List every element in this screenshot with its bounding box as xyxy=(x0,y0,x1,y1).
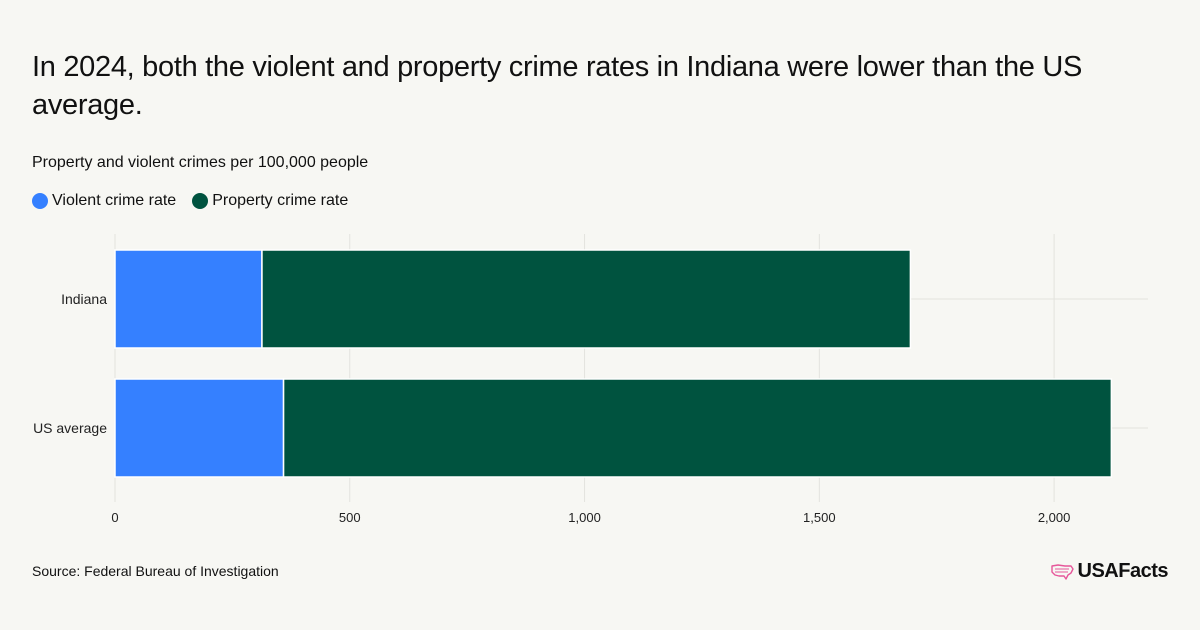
legend-label-violent: Violent crime rate xyxy=(52,192,177,209)
y-category-label: Indiana xyxy=(61,291,107,307)
legend-swatch-violent xyxy=(32,193,48,209)
x-tick-label: 1,000 xyxy=(568,510,601,525)
x-tick-label: 500 xyxy=(339,510,361,525)
x-tick-label: 2,000 xyxy=(1038,510,1071,525)
y-category-label: US average xyxy=(33,420,107,436)
bar-property-indiana xyxy=(261,249,912,349)
chart-legend: Violent crime rate Property crime rate xyxy=(32,192,364,210)
bar-violent-indiana xyxy=(114,249,263,349)
legend-swatch-property xyxy=(192,193,209,209)
brand-name: USAFacts xyxy=(1077,560,1169,582)
usa-map-icon xyxy=(1050,563,1074,580)
source-note: Source: Federal Bureau of Investigation xyxy=(32,563,279,579)
x-tick-label: 1,500 xyxy=(803,510,836,525)
legend-item-violent: Violent crime rate xyxy=(32,192,176,210)
legend-item-property: Property crime rate xyxy=(192,192,348,210)
brand-logo: USAFacts xyxy=(1050,560,1169,583)
x-tick-label: 0 xyxy=(111,510,118,525)
chart-title: In 2024, both the violent and property c… xyxy=(32,51,1083,121)
bar-violent-us-average xyxy=(114,378,285,478)
chart-subtitle: Property and violent crimes per 100,000 … xyxy=(32,154,369,171)
bar-property-us-average xyxy=(282,378,1113,478)
legend-label-property: Property crime rate xyxy=(212,192,349,209)
